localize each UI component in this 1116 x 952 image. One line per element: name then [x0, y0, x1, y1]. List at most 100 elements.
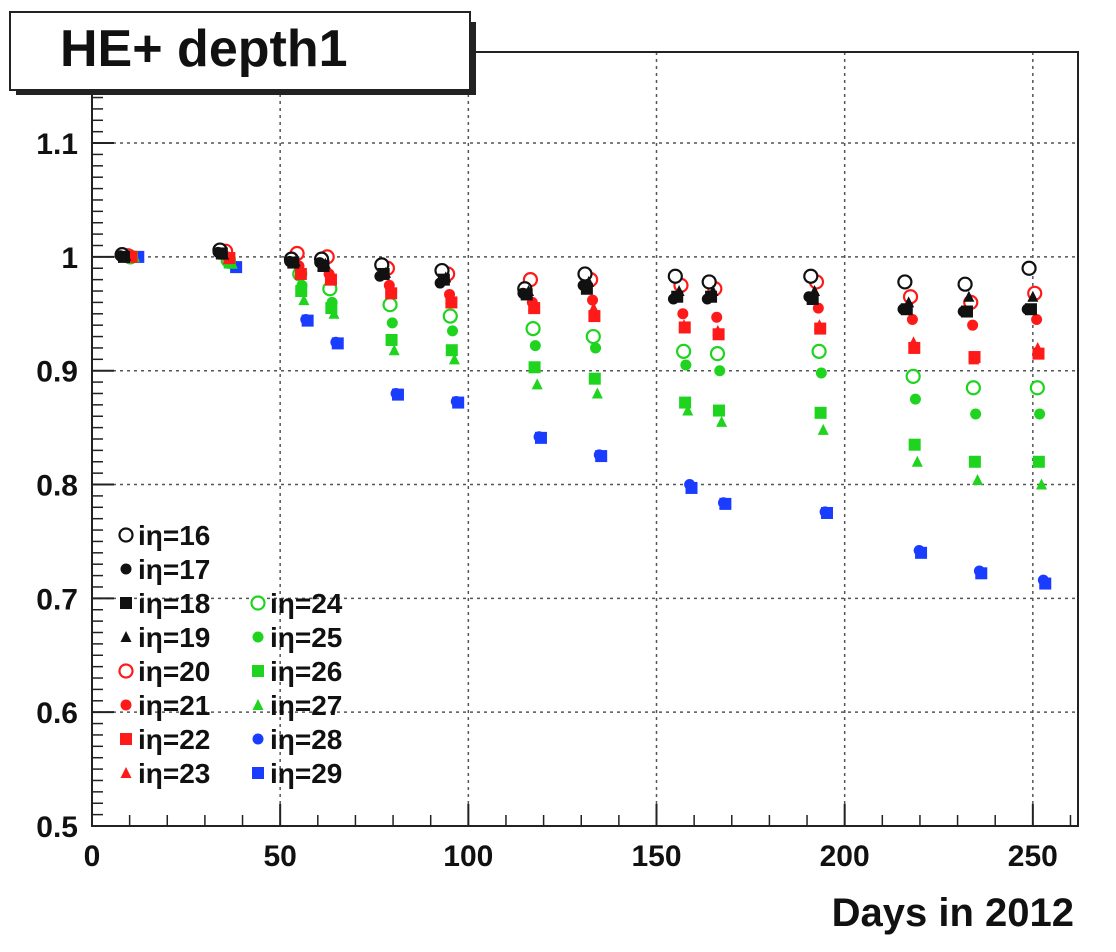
legend: iη=16iη=17iη=18iη=19iη=20iη=21iη=22iη=23…: [118, 520, 343, 789]
data-point: [588, 302, 600, 314]
data-point: [1031, 313, 1043, 325]
legend-label: iη=28: [270, 724, 342, 755]
data-point: [324, 270, 336, 282]
data-point: [711, 311, 723, 323]
data-point: [523, 285, 535, 297]
data-point: [445, 344, 458, 357]
data-point: [817, 423, 829, 435]
legend-label: iη=23: [138, 758, 210, 789]
data-point: [701, 274, 717, 290]
legend-marker: [118, 663, 134, 679]
data-point: [908, 438, 921, 451]
data-point: [963, 290, 975, 302]
y-tick-label: 0.8: [36, 470, 78, 503]
legend-label: iη=19: [138, 622, 210, 653]
y-tick-label: 0.6: [36, 697, 78, 730]
data-point: [678, 319, 690, 331]
data-point: [968, 353, 980, 365]
data-point: [1024, 303, 1037, 316]
legend-marker: [252, 733, 264, 745]
data-point: [905, 368, 921, 384]
y-tick-label: 1.1: [36, 128, 78, 161]
x-tick-label: 200: [820, 840, 870, 873]
data-point: [448, 353, 460, 365]
legend-marker: [250, 595, 266, 611]
legend-marker: [120, 767, 132, 778]
y-tick-label: 0.9: [36, 356, 78, 389]
legend-marker: [252, 665, 264, 677]
data-point: [897, 274, 913, 290]
legend-label: iη=20: [138, 656, 210, 687]
legend-label: iη=25: [270, 622, 342, 653]
data-point: [528, 361, 541, 374]
legend-marker: [120, 597, 132, 609]
data-point: [452, 396, 465, 409]
legend-label: iη=17: [138, 554, 210, 585]
legend-label: iη=29: [270, 758, 342, 789]
data-point: [707, 285, 719, 297]
data-point: [386, 317, 398, 329]
data-point: [1039, 577, 1052, 590]
data-point: [809, 285, 821, 297]
title-box-shadow-right: [470, 22, 476, 94]
data-point: [712, 404, 725, 417]
legend-marker: [118, 527, 134, 543]
data-point: [1035, 478, 1047, 490]
data-point: [967, 319, 979, 331]
data-point: [301, 314, 314, 327]
legend-marker: [120, 631, 132, 642]
legend-marker: [120, 563, 132, 575]
data-point: [120, 249, 132, 261]
y-tick-label: 1: [61, 242, 78, 275]
legend-label: iη=26: [270, 656, 342, 687]
data-point: [388, 344, 400, 356]
data-point: [447, 325, 459, 337]
data-point: [529, 340, 541, 352]
data-point: [820, 506, 833, 519]
legend-marker: [252, 699, 264, 710]
data-point: [527, 299, 539, 311]
data-point: [590, 342, 602, 354]
data-point: [588, 372, 601, 385]
data-point: [1021, 260, 1037, 276]
data-point: [716, 415, 728, 427]
data-point: [331, 337, 344, 350]
data-point: [289, 255, 301, 267]
data-point: [382, 297, 398, 313]
x-tick-labels: 0 50 100 150 200 250: [84, 840, 1058, 873]
legend-marker: [120, 699, 132, 711]
data-point: [685, 481, 698, 494]
data-point: [673, 285, 685, 297]
data-point: [385, 333, 398, 346]
data-point: [384, 282, 396, 294]
data-point: [531, 378, 543, 390]
x-tick-label: 100: [443, 840, 493, 873]
data-point: [445, 292, 457, 304]
data-point: [906, 313, 918, 325]
x-tick-label: 250: [1008, 840, 1058, 873]
data-point: [909, 393, 921, 405]
x-tick-label: 0: [84, 840, 101, 873]
data-point: [812, 302, 824, 314]
data-point: [442, 308, 458, 324]
data-point: [677, 308, 689, 320]
legend-label: iη=18: [138, 588, 210, 619]
data-point: [295, 285, 308, 298]
data-point: [667, 268, 683, 284]
data-point: [587, 294, 599, 306]
plot-frame: [91, 51, 1079, 827]
title-box-shadow-bottom: [16, 90, 476, 95]
data-point: [218, 248, 230, 260]
legend-label: iη=27: [270, 690, 342, 721]
data-point: [960, 305, 973, 318]
title-box: HE+ depth1: [9, 11, 476, 95]
x-axis-title: Days in 2012: [832, 891, 1074, 935]
data-point: [813, 319, 825, 331]
data-point: [903, 296, 915, 308]
data-point: [712, 324, 724, 336]
y-tick-labels: 0.5 0.6 0.7 0.8 0.9 1 1.1: [36, 128, 78, 844]
data-point: [391, 388, 404, 401]
data-point: [1029, 380, 1045, 396]
data-point: [803, 268, 819, 284]
data-point: [675, 343, 692, 359]
